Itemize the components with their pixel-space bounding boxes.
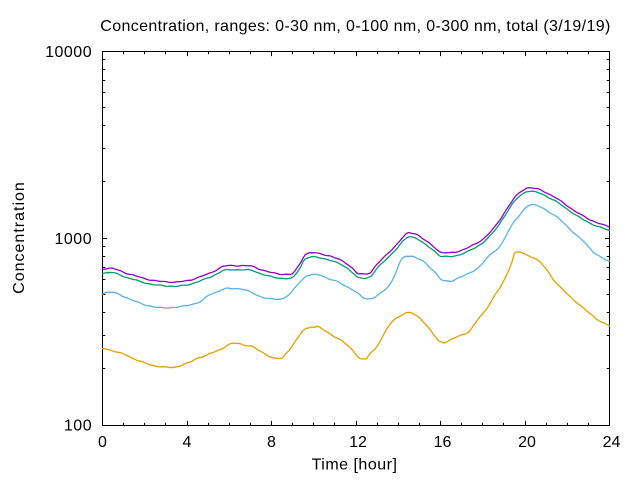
svg-text:Concentration, ranges: 0-30 nm: Concentration, ranges: 0-30 nm, 0-100 nm… bbox=[100, 18, 610, 35]
svg-text:Time [hour]: Time [hour] bbox=[312, 457, 398, 474]
svg-text:24: 24 bbox=[603, 434, 621, 451]
svg-text:Concentration: Concentration bbox=[11, 181, 28, 294]
svg-text:8: 8 bbox=[267, 434, 276, 451]
svg-text:12: 12 bbox=[349, 434, 367, 451]
svg-text:100: 100 bbox=[64, 418, 92, 435]
svg-text:0: 0 bbox=[98, 434, 107, 451]
svg-text:1000: 1000 bbox=[55, 231, 93, 248]
svg-text:16: 16 bbox=[434, 434, 452, 451]
svg-text:4: 4 bbox=[183, 434, 192, 451]
svg-text:10000: 10000 bbox=[45, 44, 92, 61]
svg-text:20: 20 bbox=[518, 434, 536, 451]
